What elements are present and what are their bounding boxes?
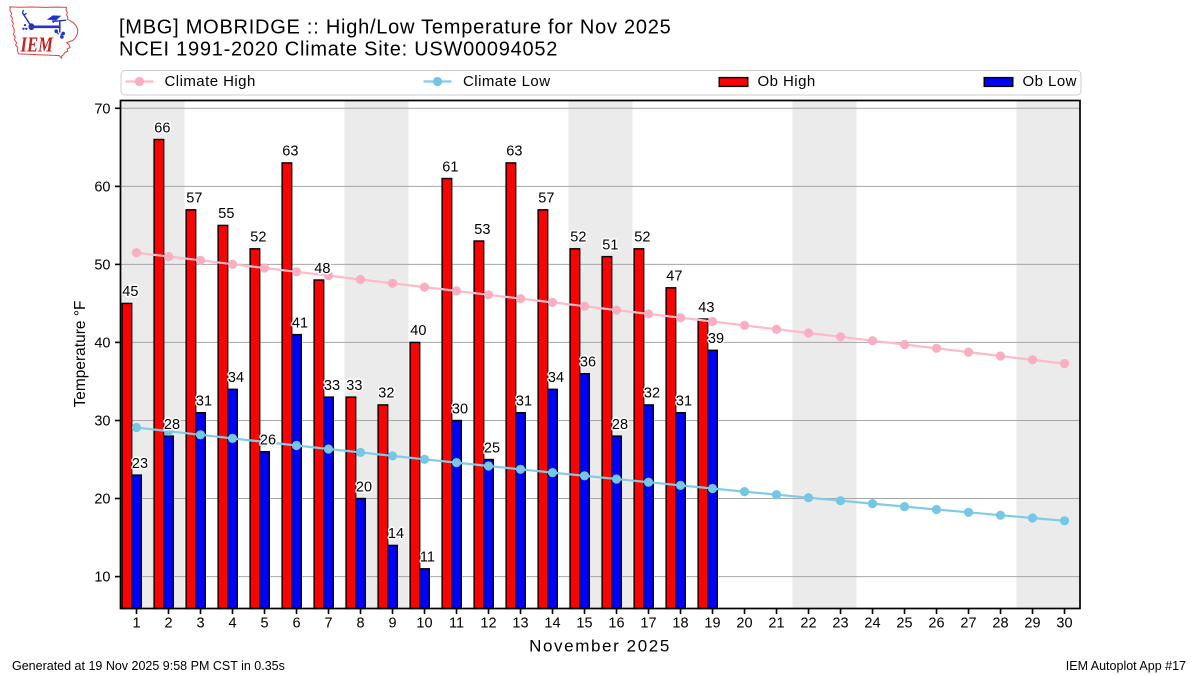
svg-text:14: 14 xyxy=(544,616,560,632)
svg-text:25: 25 xyxy=(896,616,912,632)
svg-text:10: 10 xyxy=(416,616,432,632)
svg-text:Climate High: Climate High xyxy=(165,73,256,90)
svg-text:11: 11 xyxy=(449,616,464,632)
svg-text:IEM: IEM xyxy=(20,33,54,57)
svg-text:24: 24 xyxy=(864,616,880,632)
svg-text:9: 9 xyxy=(388,616,396,632)
svg-text:52: 52 xyxy=(634,230,650,246)
svg-text:31: 31 xyxy=(196,394,212,410)
svg-text:IEM Autoplot App #17: IEM Autoplot App #17 xyxy=(1066,659,1186,673)
svg-text:28: 28 xyxy=(612,417,628,433)
svg-text:28: 28 xyxy=(992,616,1008,632)
svg-text:30: 30 xyxy=(1056,616,1072,632)
svg-text:15: 15 xyxy=(576,616,592,632)
svg-text:32: 32 xyxy=(644,386,660,402)
svg-text:57: 57 xyxy=(186,191,202,207)
svg-text:6: 6 xyxy=(292,616,300,632)
svg-text:[MBG] MOBRIDGE :: High/Low Tem: [MBG] MOBRIDGE :: High/Low Temperature f… xyxy=(119,17,672,39)
svg-text:70: 70 xyxy=(94,101,110,117)
svg-text:16: 16 xyxy=(608,616,624,632)
svg-text:29: 29 xyxy=(1024,616,1040,632)
svg-text:52: 52 xyxy=(570,230,586,246)
svg-text:11: 11 xyxy=(420,550,435,566)
svg-text:51: 51 xyxy=(602,237,618,253)
svg-text:23: 23 xyxy=(832,616,848,632)
svg-text:1: 1 xyxy=(132,616,140,632)
svg-text:25: 25 xyxy=(484,440,500,456)
svg-text:18: 18 xyxy=(672,616,688,632)
svg-text:26: 26 xyxy=(260,433,276,449)
svg-text:31: 31 xyxy=(516,394,532,410)
svg-text:32: 32 xyxy=(378,386,394,402)
svg-text:40: 40 xyxy=(410,323,426,339)
svg-text:12: 12 xyxy=(480,616,496,632)
svg-text:28: 28 xyxy=(164,417,180,433)
svg-text:41: 41 xyxy=(292,315,308,331)
svg-text:4: 4 xyxy=(228,616,236,632)
svg-text:30: 30 xyxy=(452,401,468,417)
svg-text:31: 31 xyxy=(676,394,692,410)
svg-text:5: 5 xyxy=(260,616,268,632)
svg-text:Temperature °F: Temperature °F xyxy=(72,301,89,408)
svg-text:55: 55 xyxy=(218,206,234,222)
svg-text:33: 33 xyxy=(324,378,340,394)
svg-text:33: 33 xyxy=(346,378,362,394)
svg-text:34: 34 xyxy=(548,370,564,386)
svg-text:45: 45 xyxy=(122,284,138,300)
svg-text:23: 23 xyxy=(132,456,148,472)
svg-text:36: 36 xyxy=(580,355,596,371)
svg-text:Ob Low: Ob Low xyxy=(1023,73,1077,90)
svg-text:34: 34 xyxy=(228,370,244,386)
svg-text:27: 27 xyxy=(960,616,976,632)
svg-text:66: 66 xyxy=(154,120,170,136)
svg-text:7: 7 xyxy=(324,616,332,632)
svg-text:57: 57 xyxy=(538,191,554,207)
svg-text:61: 61 xyxy=(442,159,458,175)
svg-text:40: 40 xyxy=(94,335,110,351)
svg-text:2: 2 xyxy=(164,616,172,632)
svg-text:3: 3 xyxy=(196,616,204,632)
svg-text:63: 63 xyxy=(506,144,522,160)
svg-text:13: 13 xyxy=(512,616,528,632)
svg-text:20: 20 xyxy=(94,492,110,508)
svg-text:NCEI 1991-2020 Climate Site: U: NCEI 1991-2020 Climate Site: USW00094052 xyxy=(119,39,558,61)
svg-text:48: 48 xyxy=(314,261,330,277)
svg-text:22: 22 xyxy=(800,616,816,632)
svg-text:30: 30 xyxy=(94,414,110,430)
svg-text:19: 19 xyxy=(704,616,720,632)
svg-text:60: 60 xyxy=(94,179,110,195)
svg-text:Ob High: Ob High xyxy=(758,73,816,90)
svg-text:November 2025: November 2025 xyxy=(529,637,671,656)
svg-text:26: 26 xyxy=(928,616,944,632)
svg-text:Generated at 19 Nov 2025 9:58: Generated at 19 Nov 2025 9:58 PM CST in … xyxy=(12,659,285,673)
svg-text:20: 20 xyxy=(356,479,372,495)
svg-text:52: 52 xyxy=(250,230,266,246)
svg-text:43: 43 xyxy=(698,300,714,316)
svg-text:Climate Low: Climate Low xyxy=(463,73,550,90)
svg-text:21: 21 xyxy=(768,616,784,632)
svg-text:14: 14 xyxy=(388,526,404,542)
svg-text:39: 39 xyxy=(708,331,724,347)
svg-text:50: 50 xyxy=(94,257,110,273)
svg-text:63: 63 xyxy=(282,144,298,160)
svg-text:10: 10 xyxy=(94,570,110,586)
svg-text:17: 17 xyxy=(640,616,656,632)
svg-text:8: 8 xyxy=(356,616,364,632)
svg-text:47: 47 xyxy=(666,269,682,285)
svg-text:20: 20 xyxy=(736,616,752,632)
svg-text:53: 53 xyxy=(474,222,490,238)
